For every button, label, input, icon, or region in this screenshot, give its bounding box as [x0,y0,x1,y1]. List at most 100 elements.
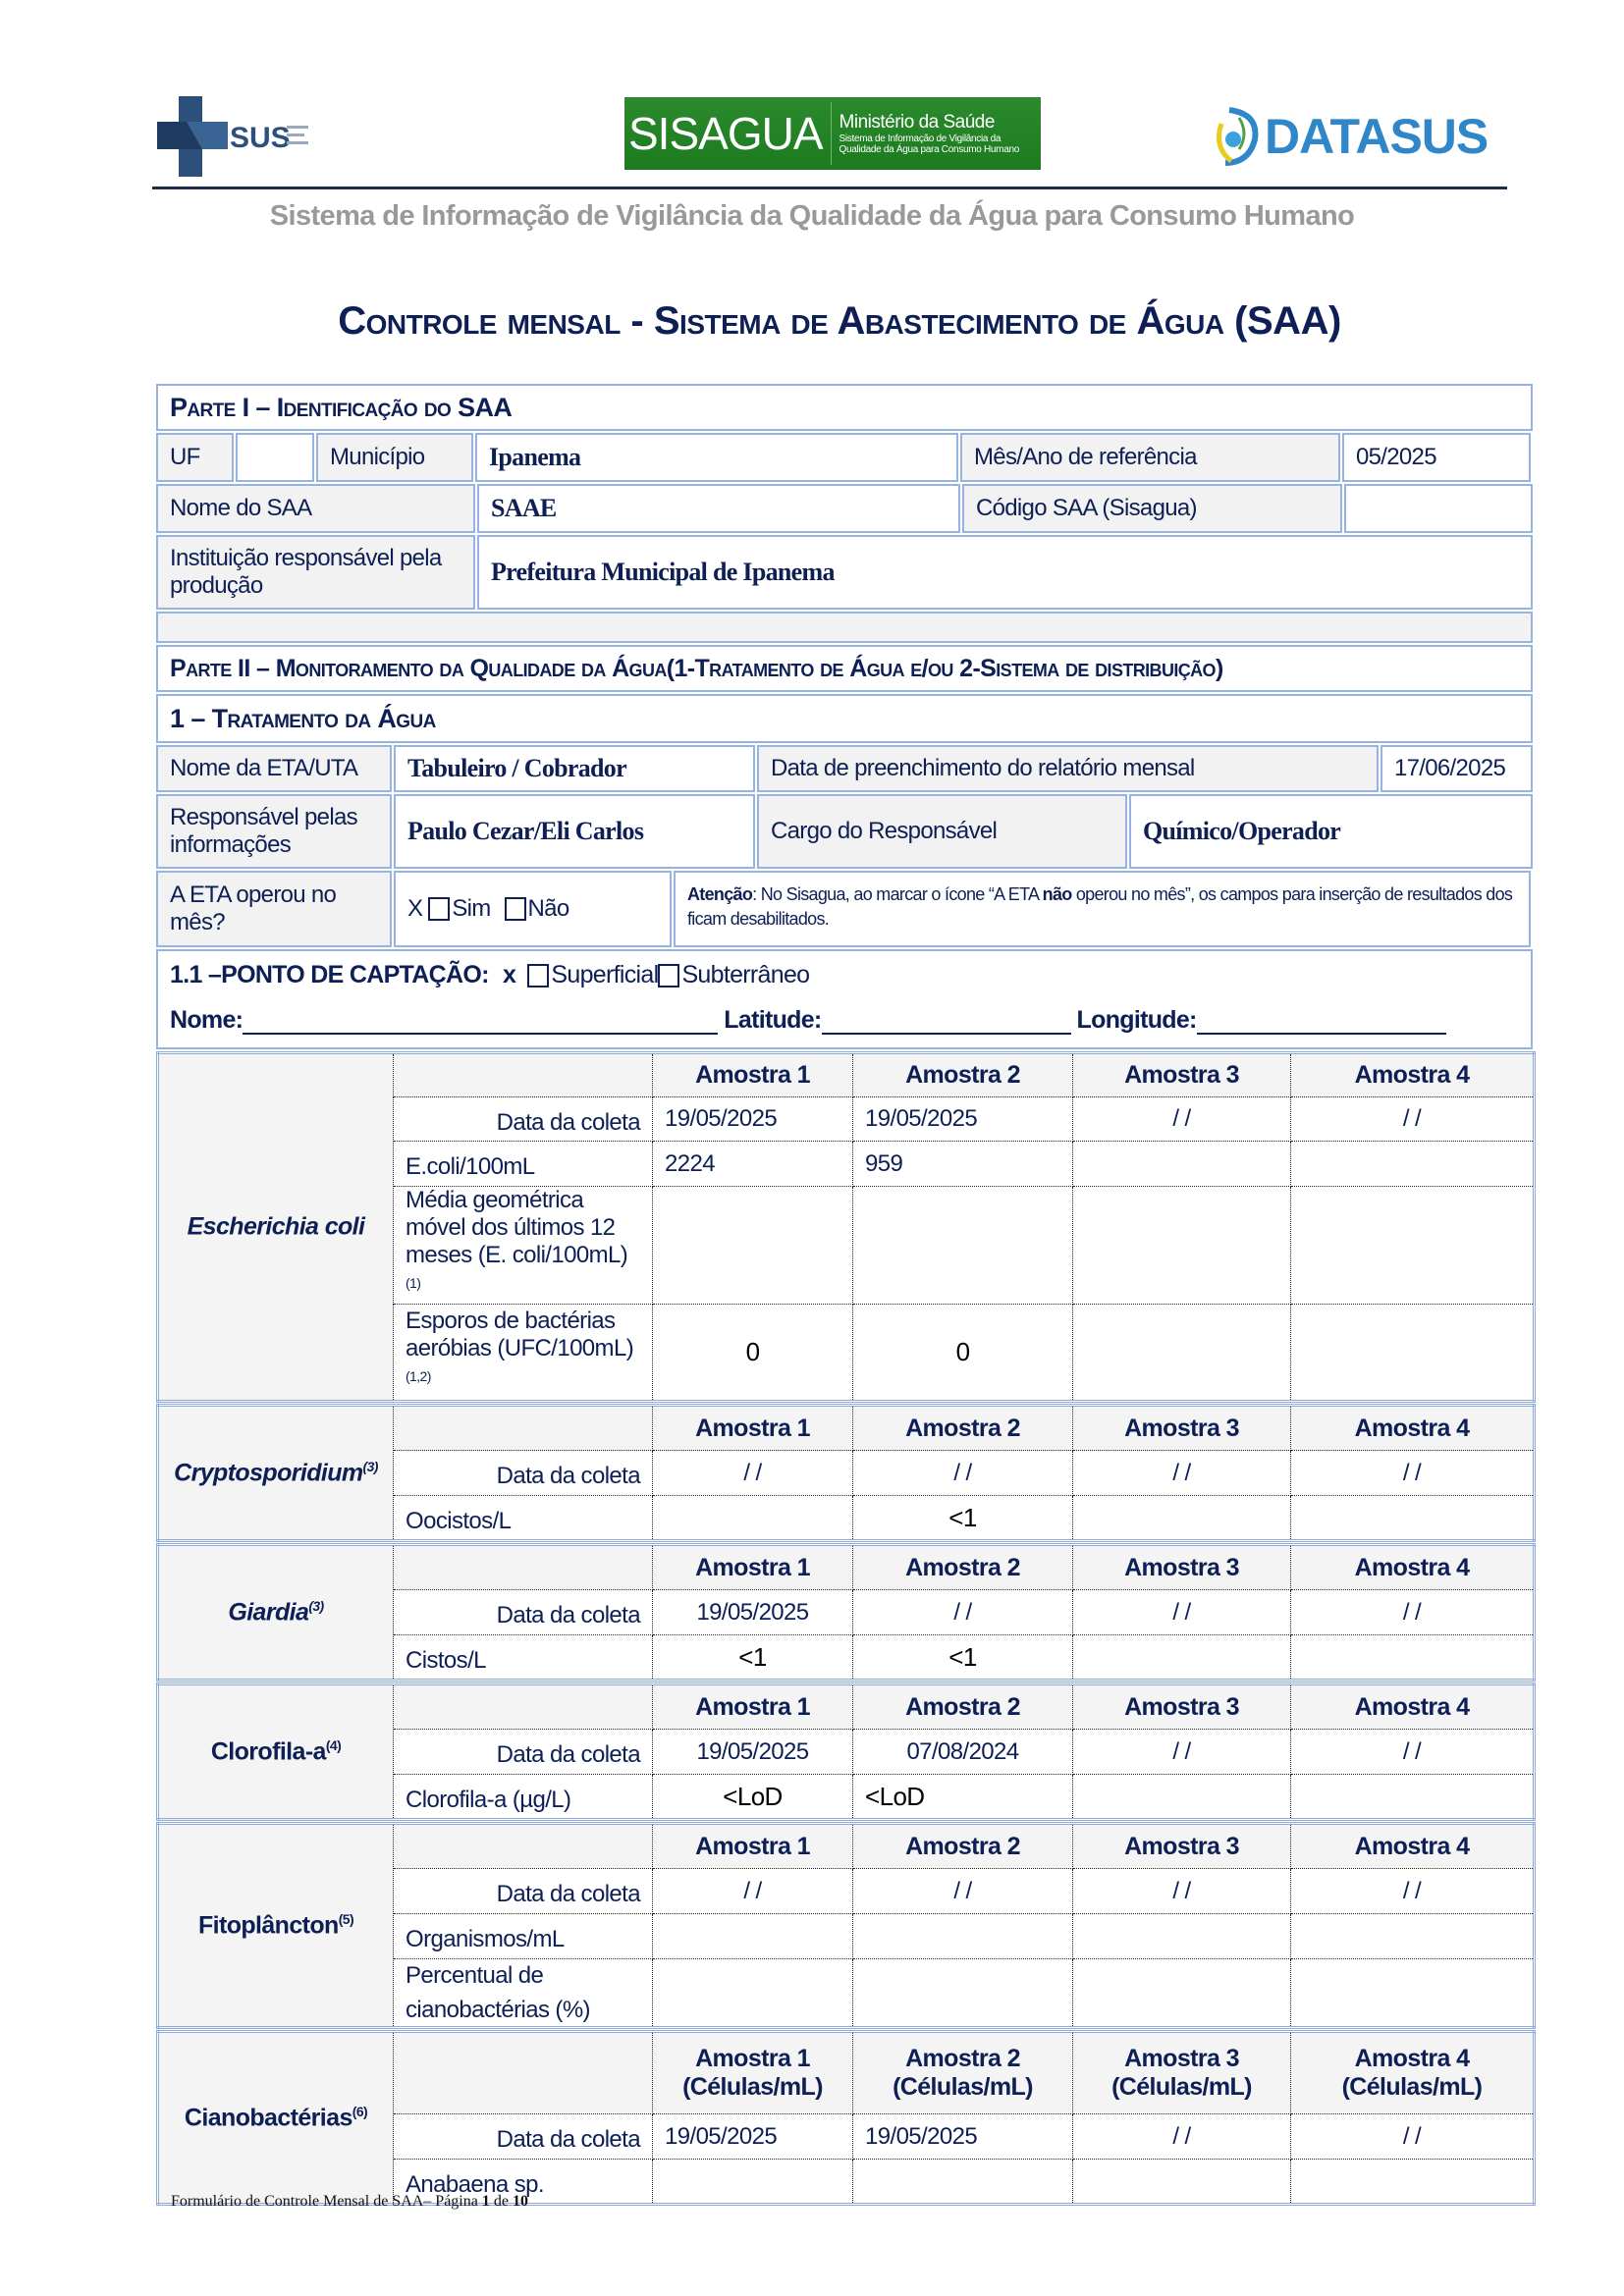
sample-value[interactable] [852,1186,1073,1305]
sample-value[interactable]: <LoD [652,1774,853,1820]
sample-value[interactable]: 19/05/2025 [652,2113,853,2160]
sample-value[interactable] [1290,1634,1535,1681]
sample-value[interactable] [1290,1141,1535,1187]
municipio-field[interactable]: Ipanema [475,433,958,482]
sample-value[interactable]: / / [852,1450,1073,1496]
sample-value[interactable] [652,1958,853,2028]
parameter-label: Oocistos/L [393,1495,653,1541]
sample-value[interactable]: <1 [852,1634,1073,1681]
sisagua-logo-text: SISAGUA [628,108,824,159]
latitude-input[interactable] [821,1011,1071,1035]
sample-value[interactable] [1290,1495,1535,1541]
datasus-swirl-icon [1217,107,1259,166]
sim-checkbox[interactable] [428,897,451,921]
sample-value[interactable] [1290,1958,1535,2028]
cargo-field[interactable]: Químico/Operador [1129,794,1533,869]
sample-value[interactable] [1290,1304,1535,1402]
sample-value[interactable]: 19/05/2025 [852,1096,1073,1142]
section-name: Fitoplâncton [197,1911,339,1940]
municipio-label: Município [316,433,473,482]
sample-value[interactable]: 0 [652,1304,853,1402]
nao-checkbox[interactable] [504,897,526,921]
sample-value[interactable]: / / [1290,1589,1535,1635]
sample-value[interactable] [1290,1186,1535,1305]
sample-value[interactable]: 19/05/2025 [652,1589,853,1635]
sample-value[interactable] [1290,1774,1535,1820]
uf-field[interactable] [236,433,314,482]
sample-value[interactable] [1072,1634,1291,1681]
table-row: Data da coleta 19/05/2025 19/05/2025 / / /… [158,1096,1535,1142]
sample-value[interactable]: / / [1072,1729,1291,1775]
sample-value[interactable]: / / [1290,2113,1535,2160]
parameter-label: Organismos/mL [393,1913,653,1959]
nome-input[interactable] [243,1011,719,1035]
sample-value[interactable] [852,2159,1073,2205]
sample-value[interactable]: / / [652,1868,853,1914]
sample-value[interactable] [1072,1186,1291,1305]
sample-value[interactable]: <1 [852,1495,1073,1541]
codigo-saa-field[interactable] [1344,484,1533,533]
sample-value[interactable]: 2224 [652,1141,853,1187]
nome-saa-field[interactable]: SAAE [477,484,960,533]
parameter-name: Data da coleta [496,1881,641,1907]
instituicao-field[interactable]: Prefeitura Municipal de Ipanema [477,535,1533,610]
sample-value[interactable]: <1 [652,1634,853,1681]
parameter-name: Data da coleta [496,1463,641,1489]
instituicao-label: Instituição responsável pela produção [156,535,475,610]
sample-value[interactable]: / / [852,1589,1073,1635]
sample-value[interactable] [1072,2159,1291,2205]
sample-value[interactable] [652,1186,853,1305]
sample-value[interactable]: / / [1072,1589,1291,1635]
section-label: Cianobactérias(6) [157,2031,394,2205]
parameter-label: Anabaena sp. [393,2159,653,2205]
sample-value[interactable] [1072,1495,1291,1541]
sample-value[interactable]: / / [1290,1868,1535,1914]
sample-value[interactable] [1072,1141,1291,1187]
sample-value[interactable] [1290,1913,1535,1959]
parameter-name: Data da coleta [496,1108,641,1136]
superficial-checkbox[interactable] [527,964,550,988]
sample-value[interactable]: / / [1290,1729,1535,1775]
sample-value[interactable]: / / [852,1868,1073,1914]
operou-options: X Sim Não [394,871,672,947]
sample-value[interactable] [852,1958,1073,2028]
section-name: Cryptosporidium [174,1459,363,1487]
sample-value[interactable]: / / [1072,1868,1291,1914]
sample-value[interactable] [652,2159,853,2205]
sample-value[interactable] [1290,2159,1535,2205]
system-subtitle: Sistema de Informação de Vigilância da Q… [269,200,1355,232]
sample-value[interactable]: / / [1290,1096,1535,1142]
sample-value[interactable] [652,1913,853,1959]
sample-value[interactable]: / / [652,1450,853,1496]
resp-field[interactable]: Paulo Cezar/Eli Carlos [394,794,755,869]
sample-value[interactable]: <LoD [852,1774,1073,1820]
sample-value[interactable] [1072,1958,1291,2028]
parameter-name: Data da coleta [496,1741,641,1768]
sample-value[interactable]: / / [1072,2113,1291,2160]
sample-value[interactable]: / / [1072,1450,1291,1496]
sample-value[interactable] [1072,1913,1291,1959]
subterraneo-checkbox[interactable] [658,964,680,988]
longitude-input[interactable] [1196,1011,1446,1035]
eta-field[interactable]: Tabuleiro / Cobrador [394,745,755,792]
parameter-sup: (1) [406,1275,421,1291]
sample-value[interactable] [1072,1774,1291,1820]
sample-value[interactable] [1072,1304,1291,1402]
sample-header: Amostra 4 [1290,1544,1535,1590]
sample-value[interactable]: / / [1072,1096,1291,1142]
sample-value[interactable] [852,1913,1073,1959]
sample-value[interactable]: 07/08/2024 [852,1729,1073,1775]
section-name: Escherichia coli [187,1212,365,1241]
superficial-label: Superficial [551,961,659,988]
sample-value[interactable] [652,1495,853,1541]
sample-value[interactable]: 19/05/2025 [652,1729,853,1775]
data-preench-field[interactable]: 17/06/2025 [1380,745,1533,792]
sample-value[interactable]: 19/05/2025 [652,1096,853,1142]
sample-value[interactable]: 959 [852,1141,1073,1187]
section-sup: (3) [308,1597,324,1614]
mes-ano-field[interactable]: 05/2025 [1342,433,1531,482]
sample-value[interactable]: / / [1290,1450,1535,1496]
parte2-heading: Parte II – Monitoramento da Qualidade da… [156,645,1533,692]
sample-value[interactable]: 19/05/2025 [852,2113,1073,2160]
sample-value[interactable]: 0 [852,1304,1073,1402]
